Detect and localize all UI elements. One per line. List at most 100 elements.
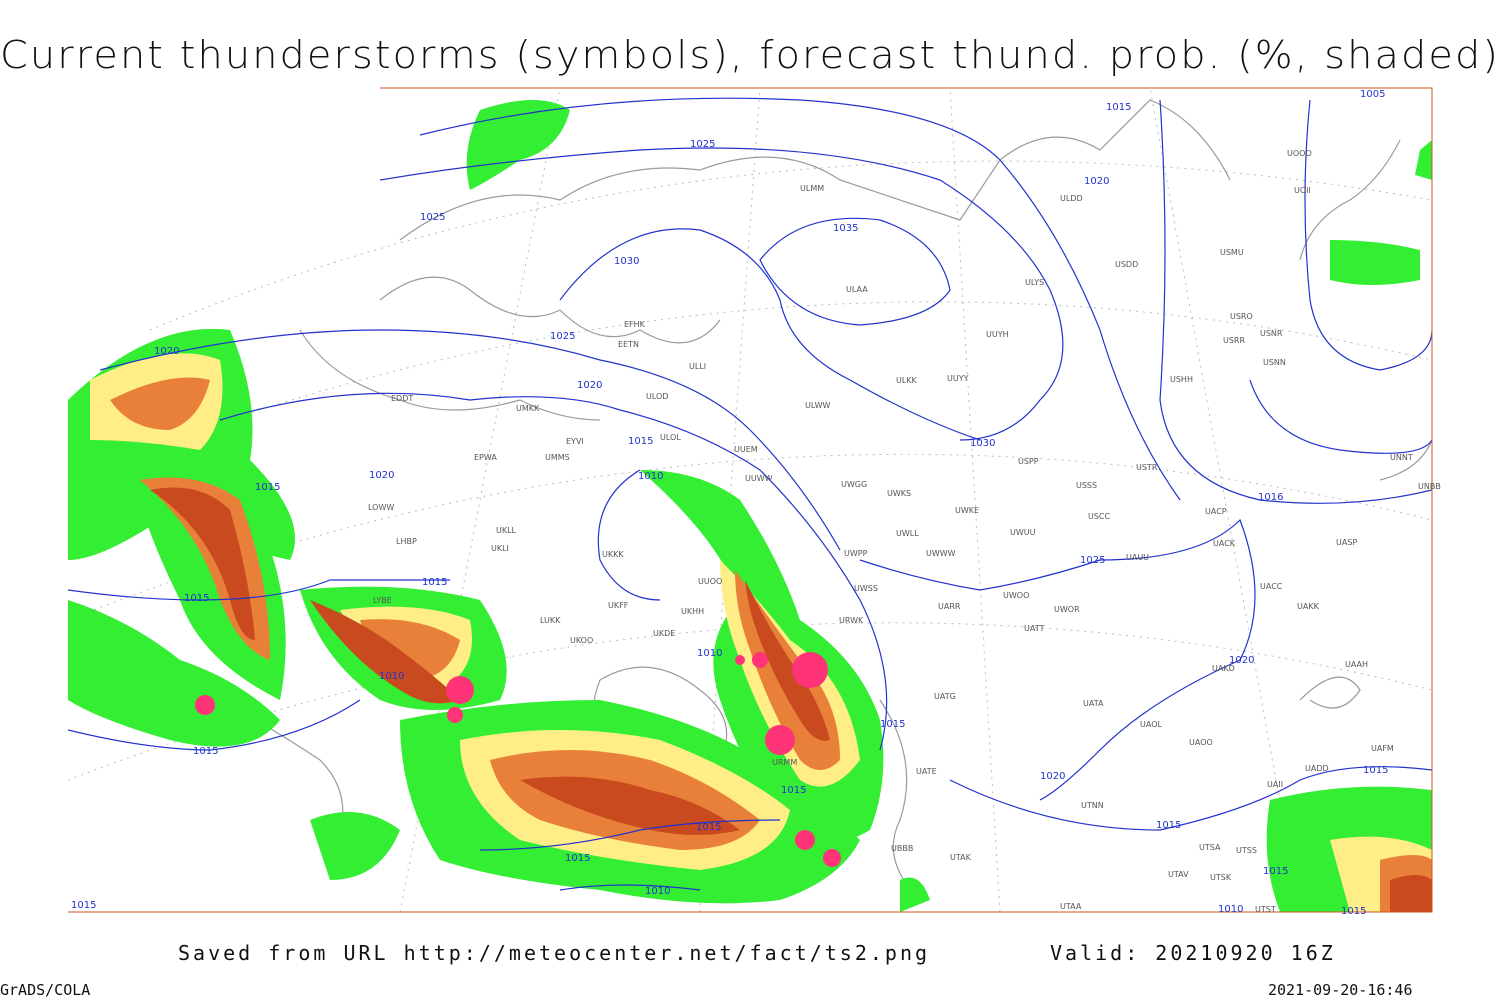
- station-code: UWLL: [896, 529, 919, 538]
- station-code: UASP: [1336, 538, 1357, 547]
- contour-label: 1020: [1229, 655, 1254, 666]
- station-code: UWPP: [844, 549, 868, 558]
- contour-label: 1015: [255, 482, 280, 493]
- station-code: USRR: [1223, 336, 1245, 345]
- station-code: USPP: [1018, 457, 1039, 466]
- station-code: UKLL: [496, 526, 517, 535]
- station-code: EYVI: [566, 437, 584, 446]
- station-code: USCC: [1088, 512, 1111, 521]
- station-code: EETN: [618, 340, 639, 349]
- contour-label: 1015: [422, 577, 447, 588]
- contour-label: 1035: [833, 223, 858, 234]
- station-code: UATE: [916, 767, 937, 776]
- station-code: UKOO: [570, 636, 593, 645]
- contour-label: 1010: [638, 471, 663, 482]
- station-code: UTSS: [1236, 846, 1257, 855]
- station-code: USNN: [1263, 358, 1286, 367]
- station-code: USHH: [1170, 375, 1193, 384]
- contour-label: 1015: [628, 436, 653, 447]
- station-code: UACP: [1205, 507, 1227, 516]
- station-code: UWOR: [1054, 605, 1080, 614]
- station-code: UNBB: [1418, 482, 1441, 491]
- station-code: UUWW: [745, 474, 773, 483]
- station-code: USSS: [1076, 481, 1097, 490]
- station-code: UTNN: [1081, 801, 1104, 810]
- station-code: USTR: [1136, 463, 1158, 472]
- station-code: UAUU: [1126, 553, 1149, 562]
- timestamp: 2021-09-20-16:46: [1268, 981, 1413, 999]
- station-code: URMM: [772, 758, 797, 767]
- station-code: UWWW: [926, 549, 956, 558]
- station-code: UATG: [934, 692, 956, 701]
- contour-label: 1015: [1341, 906, 1366, 917]
- contour-label: 1005: [1360, 89, 1385, 100]
- contour-label: 1010: [697, 648, 722, 659]
- contour-label: 1015: [1156, 820, 1181, 831]
- contour-label: 1025: [420, 212, 445, 223]
- station-code: UAKD: [1212, 664, 1235, 673]
- station-code: ULYS: [1025, 278, 1044, 287]
- station-code: UWKS: [887, 489, 911, 498]
- station-code: EFHK: [624, 320, 646, 329]
- valid-time: Valid: 20210920 16Z: [1050, 941, 1336, 965]
- station-code: ULOD: [646, 392, 668, 401]
- contour-label: 1020: [369, 470, 394, 481]
- station-code: UTSK: [1210, 873, 1232, 882]
- station-code: UKFF: [608, 601, 629, 610]
- station-code: UUEM: [734, 445, 758, 454]
- station-code: UATT: [1024, 624, 1044, 633]
- contour-label: 1015: [880, 719, 905, 730]
- station-code: UOII: [1294, 186, 1311, 195]
- station-code: UMMS: [545, 453, 570, 462]
- station-code: USDD: [1115, 260, 1138, 269]
- map-labels: 1015 1005 1025 1025 1020 1035 1030 1025 1020 1020…: [71, 89, 1441, 917]
- station-code: EDDT: [391, 394, 413, 403]
- station-code: UTAK: [950, 853, 972, 862]
- station-code: UARR: [938, 602, 961, 611]
- contour-label: 1015: [193, 746, 218, 757]
- station-code: USRO: [1230, 312, 1253, 321]
- contour-label: 1015: [184, 593, 209, 604]
- station-code: UTSA: [1199, 843, 1221, 852]
- station-code: UOOO: [1287, 149, 1312, 158]
- station-code: UUOO: [698, 577, 722, 586]
- station-code: UAII: [1267, 780, 1283, 789]
- station-code: UAAH: [1345, 660, 1368, 669]
- contour-label: 1015: [1363, 765, 1388, 776]
- title: Current thunderstorms (symbols), forecas…: [0, 33, 1500, 77]
- station-code: LYBE: [373, 596, 392, 605]
- station-code: LHBP: [396, 537, 417, 546]
- station-code: UKLI: [491, 544, 509, 553]
- contour-label: 1025: [1080, 555, 1105, 566]
- contour-label: 1030: [614, 256, 639, 267]
- map-layers: [68, 88, 1432, 912]
- contour-label: 1015: [71, 900, 96, 911]
- contour-label: 1020: [154, 346, 179, 357]
- station-code: UWKE: [955, 506, 979, 515]
- station-code: UTST: [1255, 905, 1276, 914]
- contour-label: 1015: [565, 853, 590, 864]
- station-code: UNNT: [1390, 453, 1413, 462]
- station-code: UATA: [1083, 699, 1104, 708]
- station-code: UAKK: [1297, 602, 1320, 611]
- station-code: ULAA: [846, 285, 868, 294]
- station-code: USMU: [1220, 248, 1244, 257]
- station-code: LOWW: [368, 503, 394, 512]
- contour-label: 1016: [1258, 492, 1283, 503]
- station-code: URWK: [839, 616, 864, 625]
- station-code: ULWW: [805, 401, 830, 410]
- coastlines: [89, 99, 1432, 901]
- station-code: UKDE: [653, 629, 675, 638]
- contour-label: 1015: [696, 822, 721, 833]
- station-code: UTAA: [1060, 902, 1082, 911]
- map-frame: [68, 87, 1433, 913]
- contour-label: 1025: [550, 331, 575, 342]
- station-code: UUYY: [947, 374, 969, 383]
- station-code: UKHH: [681, 607, 704, 616]
- contour-label: 1015: [1263, 866, 1288, 877]
- contour-label: 1020: [577, 380, 602, 391]
- station-code: UAOL: [1140, 720, 1162, 729]
- station-code: UWOO: [1003, 591, 1029, 600]
- station-code: LUKK: [540, 616, 561, 625]
